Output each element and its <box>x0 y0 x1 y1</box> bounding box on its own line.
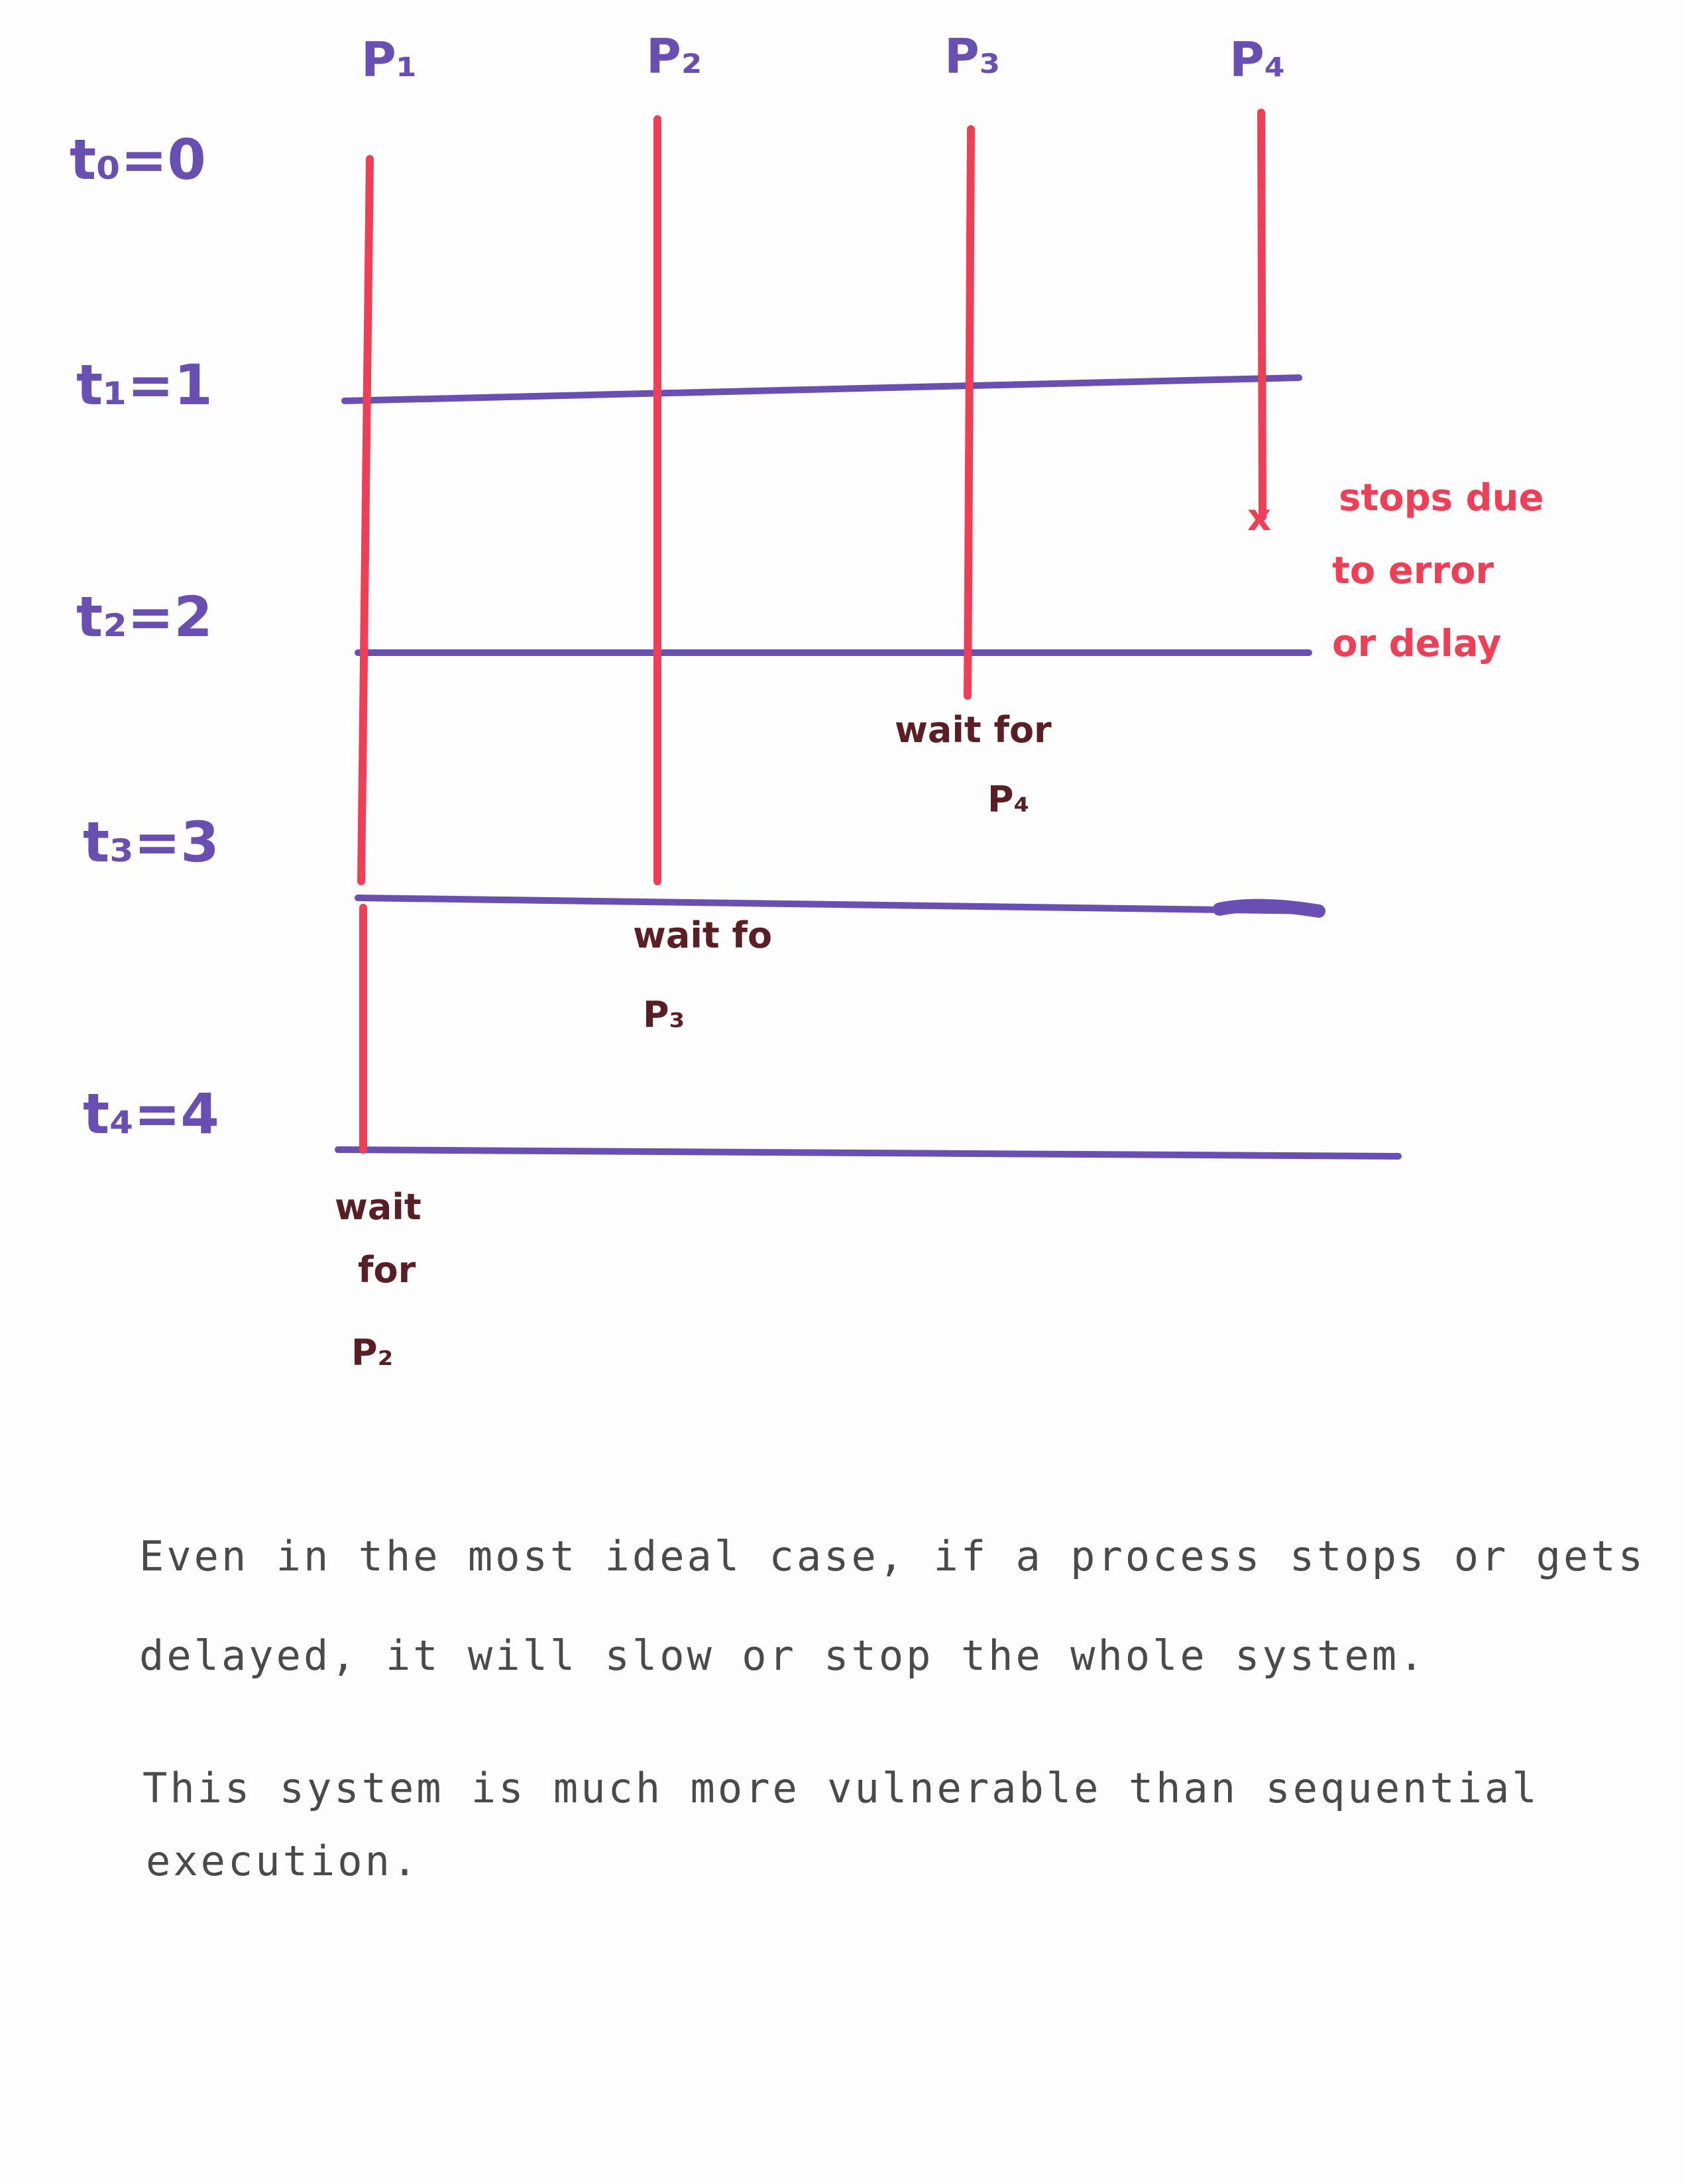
time-line-t3-smudge <box>1213 899 1325 918</box>
wait-note-p3-line-2: P₄ <box>987 779 1029 820</box>
wait-note-p2-line-1: wait fo <box>633 914 772 956</box>
wait-note-p2-line-2: P₃ <box>643 994 685 1036</box>
process-line-p1-segment-1 <box>357 155 374 885</box>
time-label-t2: t₂=2 <box>76 584 213 649</box>
process-label-p2: P₂ <box>646 28 702 84</box>
wait-note-p3-line-1: wait for <box>895 709 1052 751</box>
wait-note-p1-line-1: wait <box>335 1186 422 1228</box>
time-line-t4 <box>335 1146 1402 1160</box>
note-line-2: delayed, it will slow or stop the whole … <box>139 1631 1426 1680</box>
error-note-line-3: or delay <box>1332 622 1501 665</box>
note-line-4: execution. <box>146 1837 420 1885</box>
time-label-t1: t₁=1 <box>76 353 213 417</box>
stop-marker-x: x <box>1247 496 1271 539</box>
time-label-t0: t₀=0 <box>70 127 206 192</box>
error-note-line-1: stops due <box>1339 476 1544 519</box>
process-line-p4 <box>1257 109 1266 521</box>
time-line-t3 <box>355 895 1322 914</box>
process-label-p4: P₄ <box>1229 32 1285 87</box>
wait-note-p1-line-2: for <box>358 1249 416 1291</box>
wait-note-p1-line-3: P₂ <box>351 1332 393 1374</box>
time-label-t4: t₄=4 <box>83 1081 219 1146</box>
note-line-1: Even in the most ideal case, if a proces… <box>139 1532 1646 1580</box>
process-line-p3 <box>964 125 975 700</box>
error-note-line-2: to error <box>1332 549 1494 592</box>
process-label-p1: P₁ <box>361 32 417 87</box>
time-label-t3: t₃=3 <box>83 810 219 875</box>
time-line-t1 <box>341 374 1302 404</box>
note-line-3: This system is much more vulnerable than… <box>142 1764 1540 1812</box>
process-label-p3: P₃ <box>944 28 1000 84</box>
